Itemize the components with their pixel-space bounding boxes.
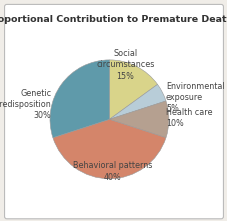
Wedge shape	[109, 60, 157, 119]
Text: Health care
10%: Health care 10%	[165, 108, 212, 128]
Text: Behavioral patterns
40%: Behavioral patterns 40%	[72, 162, 151, 182]
Text: Genetic
predisposition
30%: Genetic predisposition 30%	[0, 89, 51, 120]
Wedge shape	[50, 60, 109, 138]
Wedge shape	[53, 119, 165, 179]
Title: Proportional Contribution to Premature Death: Proportional Contribution to Premature D…	[0, 15, 227, 24]
Wedge shape	[109, 84, 165, 119]
Text: Environmental
exposure
5%: Environmental exposure 5%	[165, 82, 224, 113]
Wedge shape	[109, 101, 168, 138]
Text: Social
circumstances
15%: Social circumstances 15%	[96, 49, 154, 81]
